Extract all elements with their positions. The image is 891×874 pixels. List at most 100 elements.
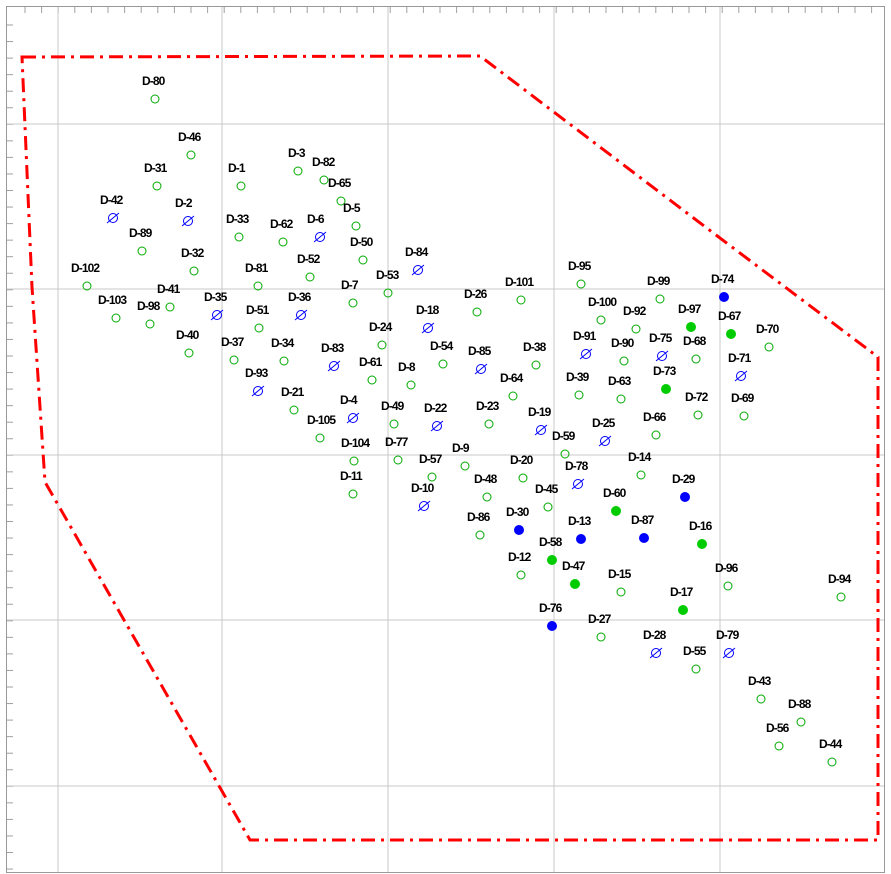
sample-point: D-95 bbox=[568, 259, 593, 289]
sample-point: D-96 bbox=[715, 561, 740, 591]
open-circle-icon bbox=[152, 181, 162, 191]
open-circle-icon bbox=[253, 281, 263, 291]
point-label: D-17 bbox=[670, 585, 694, 599]
point-label: D-29 bbox=[672, 472, 696, 486]
sample-point: D-104 bbox=[341, 436, 371, 466]
open-circle-icon bbox=[651, 430, 661, 440]
sample-point: D-60 bbox=[603, 486, 628, 516]
point-label: D-101 bbox=[505, 275, 534, 289]
point-label: D-56 bbox=[766, 721, 790, 735]
point-label: D-87 bbox=[631, 513, 655, 527]
open-circle-icon bbox=[484, 419, 494, 429]
sample-point: D-79 bbox=[716, 628, 741, 659]
sample-point: D-35 bbox=[204, 290, 229, 321]
point-label: D-94 bbox=[828, 572, 852, 586]
dry-well-slash bbox=[210, 309, 224, 321]
sample-point: D-71 bbox=[728, 351, 753, 382]
point-label: D-15 bbox=[608, 567, 632, 581]
sample-point: D-30 bbox=[506, 505, 531, 535]
point-label: D-97 bbox=[678, 302, 702, 316]
sample-point: D-84 bbox=[405, 245, 430, 276]
open-circle-icon bbox=[516, 295, 526, 305]
open-circle-icon bbox=[472, 307, 482, 317]
dry-well-icon bbox=[651, 648, 661, 658]
sample-point: D-105 bbox=[307, 413, 337, 443]
point-label: D-105 bbox=[307, 413, 336, 427]
point-label: D-71 bbox=[728, 351, 752, 365]
sample-point: D-57 bbox=[419, 452, 444, 482]
sample-point: D-3 bbox=[288, 146, 307, 176]
open-circle-icon bbox=[619, 356, 629, 366]
dry-well-icon bbox=[108, 213, 118, 223]
sample-point: D-102 bbox=[71, 261, 101, 291]
dry-well-slash bbox=[181, 215, 195, 227]
sample-point: D-23 bbox=[476, 399, 501, 429]
point-label: D-76 bbox=[539, 601, 563, 615]
sample-point: D-100 bbox=[588, 295, 618, 325]
open-circle-icon bbox=[693, 410, 703, 420]
sample-point: D-24 bbox=[369, 320, 394, 350]
point-label: D-41 bbox=[157, 282, 181, 296]
point-label: D-47 bbox=[562, 559, 586, 573]
point-label: D-32 bbox=[181, 246, 205, 260]
point-label: D-48 bbox=[474, 472, 498, 486]
sample-point: D-70 bbox=[756, 322, 781, 352]
dry-well-icon bbox=[329, 361, 339, 371]
dry-well-icon bbox=[581, 349, 591, 359]
sample-point: D-103 bbox=[98, 293, 128, 323]
sample-point: D-32 bbox=[181, 246, 206, 276]
sample-point: D-63 bbox=[608, 374, 633, 404]
dry-well-icon bbox=[413, 265, 423, 275]
point-label: D-98 bbox=[137, 299, 161, 313]
open-circle-icon bbox=[427, 472, 437, 482]
point-label: D-85 bbox=[468, 344, 492, 358]
open-circle-icon bbox=[184, 348, 194, 358]
dry-well-icon bbox=[423, 323, 433, 333]
point-label: D-19 bbox=[528, 405, 552, 419]
point-label: D-78 bbox=[565, 459, 589, 473]
point-label: D-79 bbox=[716, 628, 740, 642]
sample-point: D-76 bbox=[539, 601, 564, 631]
open-circle-icon bbox=[336, 196, 346, 206]
sample-point: D-9 bbox=[452, 441, 471, 471]
open-circle-icon bbox=[279, 356, 289, 366]
sample-point: D-87 bbox=[631, 513, 656, 543]
grid-lines bbox=[7, 7, 884, 872]
open-circle-icon bbox=[616, 394, 626, 404]
point-label: D-53 bbox=[376, 268, 400, 282]
point-label: D-102 bbox=[71, 261, 100, 275]
point-label: D-25 bbox=[592, 416, 616, 430]
dry-well-icon bbox=[183, 216, 193, 226]
sample-point: D-39 bbox=[566, 370, 591, 400]
sample-point: D-42 bbox=[100, 193, 125, 224]
point-label: D-84 bbox=[405, 245, 429, 259]
open-circle-icon bbox=[636, 470, 646, 480]
filled-circle-icon bbox=[680, 492, 690, 502]
open-circle-icon bbox=[827, 757, 837, 767]
dry-well-slash bbox=[649, 647, 663, 659]
sample-point: D-34 bbox=[271, 336, 296, 366]
dry-well-slash bbox=[598, 435, 612, 447]
sample-point: D-81 bbox=[245, 261, 270, 291]
open-circle-icon bbox=[315, 433, 325, 443]
filled-circle-icon bbox=[686, 322, 696, 332]
point-label: D-4 bbox=[340, 393, 358, 407]
point-label: D-46 bbox=[178, 130, 202, 144]
open-circle-icon bbox=[358, 255, 368, 265]
dry-well-slash bbox=[106, 212, 120, 224]
point-label: D-67 bbox=[718, 309, 742, 323]
filled-circle-icon bbox=[570, 579, 580, 589]
dry-well-slash bbox=[313, 231, 327, 243]
sample-point: D-16 bbox=[689, 519, 714, 549]
filled-circle-icon bbox=[678, 605, 688, 615]
point-label: D-62 bbox=[270, 217, 294, 231]
open-circle-icon bbox=[82, 281, 92, 291]
point-label: D-54 bbox=[430, 339, 454, 353]
point-label: D-10 bbox=[411, 481, 435, 495]
point-label: D-43 bbox=[748, 674, 772, 688]
dry-well-slash bbox=[430, 420, 444, 432]
open-circle-icon bbox=[691, 354, 701, 364]
sample-point: D-37 bbox=[221, 335, 246, 365]
dry-well-icon bbox=[296, 310, 306, 320]
